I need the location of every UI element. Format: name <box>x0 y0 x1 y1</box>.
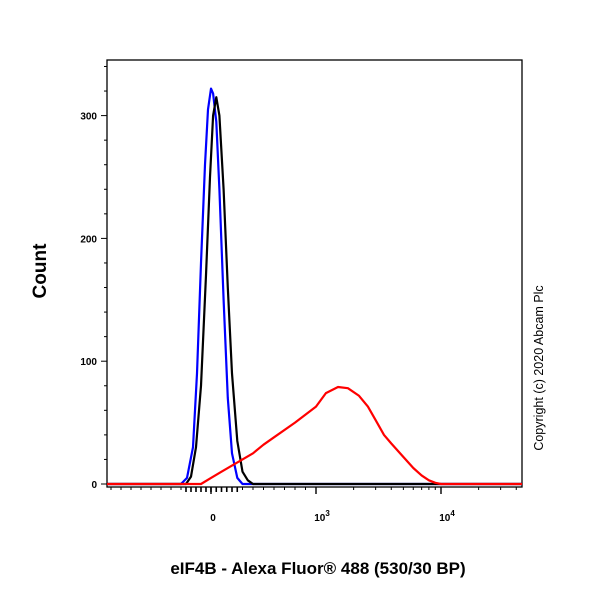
series-line-1 <box>107 87 522 486</box>
x-tick-label: 0 <box>210 513 216 524</box>
series-layer <box>107 87 522 486</box>
y-tick-label: 0 <box>91 480 97 491</box>
series-line-2 <box>107 96 522 486</box>
x-axis: 0 103 104 <box>110 487 517 524</box>
y-axis-label: Count <box>30 243 51 299</box>
x-tick-label: 103 <box>314 509 330 524</box>
y-tick-label: 100 <box>80 357 97 368</box>
y-tick-label: 200 <box>80 234 97 245</box>
copyright-notice: Copyright (c) 2020 Abcam Plc <box>532 285 546 450</box>
y-axis: 0 100 200 300 <box>80 65 107 491</box>
plot-frame <box>106 59 523 488</box>
x-axis-label: eIF4B - Alexa Fluor® 488 (530/30 BP) <box>170 559 465 578</box>
series-line-3 <box>107 385 522 486</box>
x-tick-label: 104 <box>439 509 455 524</box>
y-tick-label: 300 <box>80 112 97 123</box>
